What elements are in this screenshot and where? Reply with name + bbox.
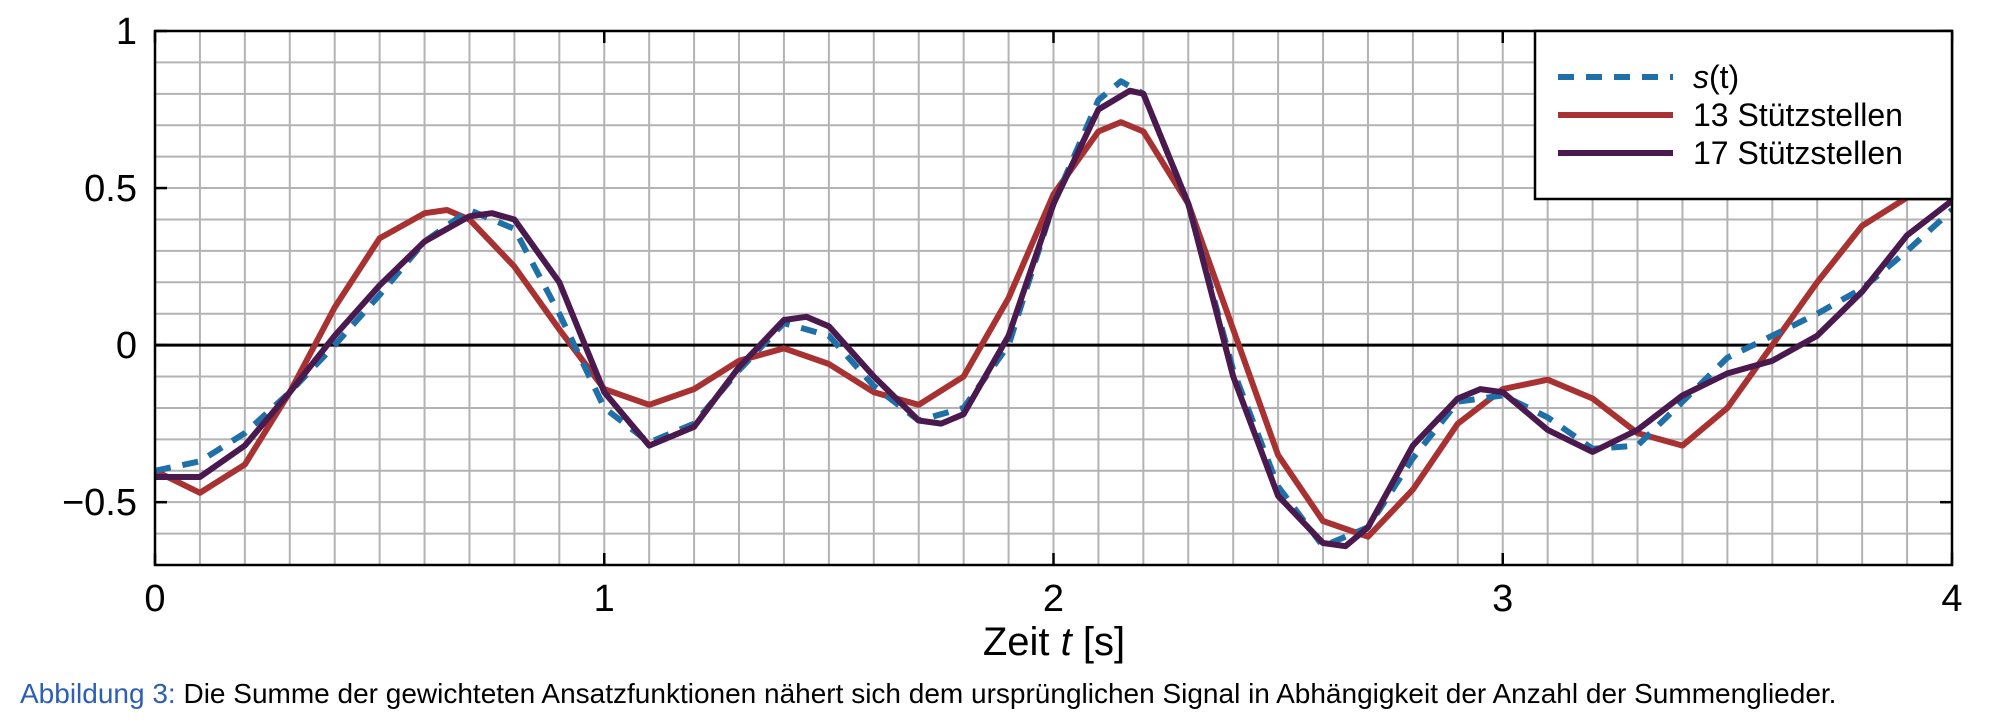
series-layer	[155, 78, 1952, 550]
y-tick-label: −0.5	[62, 482, 137, 524]
tick-labels: 0 1 2 3 4 −0.5 0 0.5 1	[62, 11, 1963, 620]
series-line-2	[155, 87, 1952, 550]
x-tick-label: 0	[144, 578, 165, 620]
caption-label: Abbildung 3:	[20, 678, 176, 709]
y-tick-label: 1	[116, 11, 137, 53]
y-tick-label: 0.5	[84, 168, 137, 210]
x-axis-label: Zeit t [s]	[983, 620, 1125, 664]
grid-lines	[155, 31, 1952, 565]
legend-label-s: s(t)	[1693, 59, 1739, 95]
x-tick-label: 3	[1492, 578, 1513, 620]
caption-text: Die Summe der gewichteten Ansatzfunktion…	[183, 678, 1837, 709]
legend-label-13: 13 Stützstellen	[1693, 97, 1903, 133]
x-tick-label: 4	[1941, 578, 1962, 620]
chart: 0 1 2 3 4 −0.5 0 0.5 1 Zeit t [s] s(t) 13 Stützs…	[62, 11, 1963, 664]
legend-label-17: 17 Stützstellen	[1693, 135, 1903, 171]
x-tick-label: 2	[1043, 578, 1064, 620]
figure-caption: Abbildung 3: Die Summe der gewichteten A…	[20, 678, 1836, 710]
x-tick-label: 1	[594, 578, 615, 620]
y-tick-label: 0	[116, 325, 137, 367]
legend: s(t) 13 Stützstellen 17 Stützstellen	[1533, 29, 1954, 201]
